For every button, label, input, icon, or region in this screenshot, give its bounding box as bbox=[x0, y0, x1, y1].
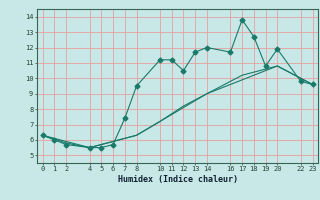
X-axis label: Humidex (Indice chaleur): Humidex (Indice chaleur) bbox=[118, 175, 237, 184]
